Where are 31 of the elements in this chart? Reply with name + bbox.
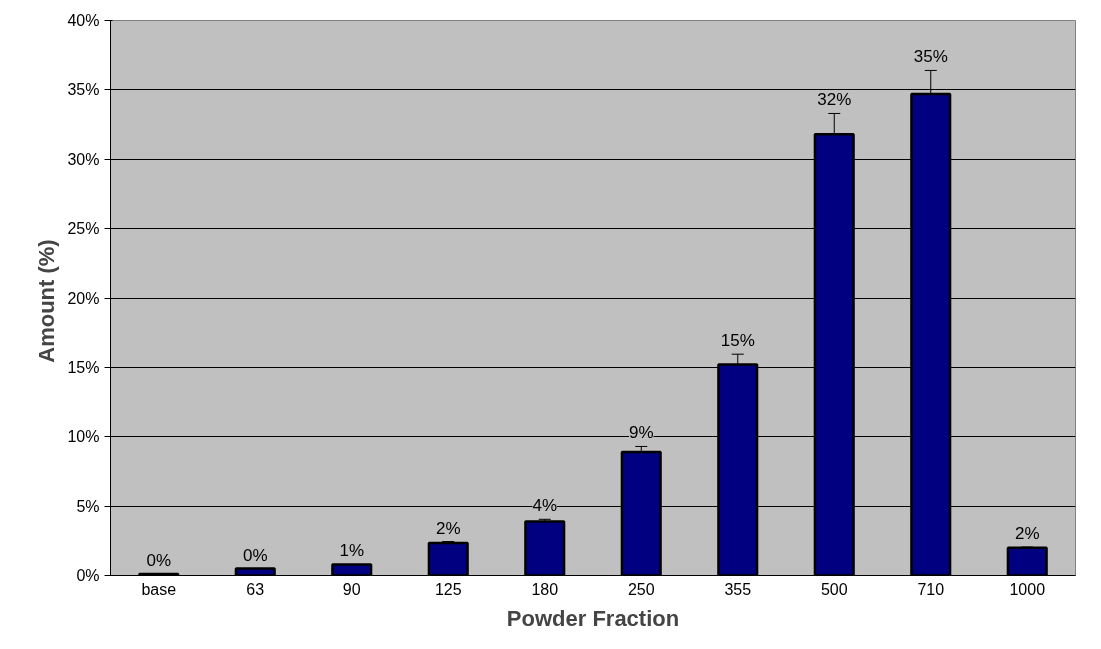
- y-tick-label: 0%: [76, 567, 100, 584]
- x-tick-label: 125: [434, 580, 462, 598]
- x-tick-label: 90: [342, 580, 361, 598]
- x-tick-label: 63: [246, 580, 265, 598]
- data-label: 9%: [628, 423, 654, 443]
- x-tick-label: base: [141, 580, 177, 598]
- y-axis-title: Amount (%): [34, 239, 60, 363]
- data-label: 15%: [720, 331, 755, 351]
- data-label: 0%: [242, 545, 268, 565]
- y-tick-label: 10%: [67, 428, 100, 446]
- x-tick-label: 710: [917, 580, 945, 598]
- data-label: 35%: [913, 47, 948, 67]
- data-label: 0%: [146, 551, 172, 571]
- data-label: 4%: [532, 496, 558, 516]
- y-tick-label: 15%: [67, 358, 100, 376]
- y-tick-label: 30%: [67, 150, 100, 168]
- x-tick-label: 500: [820, 580, 848, 598]
- y-tick-label: 35%: [67, 81, 100, 99]
- data-label: 2%: [1014, 524, 1040, 544]
- x-tick-label: 250: [627, 580, 655, 598]
- x-tick-label: 180: [531, 580, 559, 598]
- x-axis-title: Powder Fraction: [506, 605, 680, 631]
- y-tick-label: 20%: [67, 289, 100, 307]
- y-tick-label: 25%: [67, 220, 100, 238]
- x-tick-label: 355: [724, 580, 752, 598]
- data-label: 1%: [339, 541, 365, 561]
- y-tick-label: 40%: [67, 12, 100, 29]
- data-label: 2%: [435, 518, 461, 538]
- x-tick-label: 1000: [1009, 580, 1046, 598]
- data-label: 32%: [817, 90, 852, 110]
- y-tick-label: 5%: [76, 497, 100, 515]
